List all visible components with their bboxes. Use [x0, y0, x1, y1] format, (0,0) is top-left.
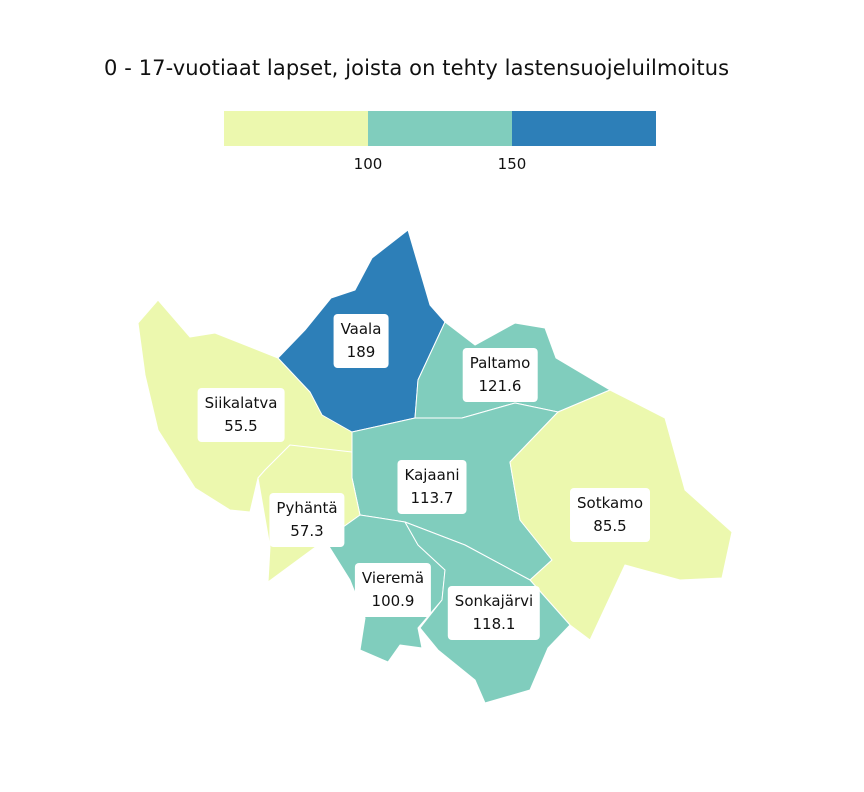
label-vaala-name: Vaala [340, 320, 382, 338]
legend-swatch-low [224, 111, 368, 146]
label-paltamo-value: 121.6 [478, 377, 522, 395]
label-pyhanta-value: 57.3 [290, 522, 324, 540]
label-sonkajarvi-name: Sonkajärvi [454, 592, 534, 610]
legend-tick-150: 150 [497, 155, 527, 173]
label-siikalatva-name: Siikalatva [204, 394, 278, 412]
label-pyhanta-name: Pyhäntä [276, 499, 338, 517]
label-kajaani: Kajaani 113.7 [397, 460, 467, 514]
color-legend [224, 111, 656, 146]
label-kajaani-value: 113.7 [410, 489, 454, 507]
label-siikalatva-value: 55.5 [224, 417, 258, 435]
map-title: 0 - 17-vuotiaat lapset, joista on tehty … [104, 56, 730, 80]
label-paltamo-name: Paltamo [469, 354, 531, 372]
label-vierema-value: 100.9 [371, 592, 415, 610]
label-vaala: Vaala 189 [333, 314, 389, 368]
legend-tick-100: 100 [353, 155, 383, 173]
label-sotkamo-name: Sotkamo [577, 494, 643, 512]
label-siikalatva: Siikalatva 55.5 [197, 388, 285, 442]
legend-swatch-mid [368, 111, 512, 146]
label-sotkamo: Sotkamo 85.5 [570, 488, 650, 542]
label-vierema: Vieremä 100.9 [354, 563, 432, 617]
legend-swatch-high [512, 111, 656, 146]
label-pyhanta: Pyhäntä 57.3 [269, 493, 345, 547]
label-sotkamo-value: 85.5 [593, 517, 627, 535]
label-paltamo: Paltamo 121.6 [462, 348, 538, 402]
label-vierema-name: Vieremä [361, 569, 425, 587]
label-sonkajarvi: Sonkajärvi 118.1 [447, 586, 541, 640]
label-kajaani-name: Kajaani [404, 466, 460, 484]
label-sonkajarvi-value: 118.1 [472, 615, 516, 633]
label-vaala-value: 189 [346, 343, 376, 361]
